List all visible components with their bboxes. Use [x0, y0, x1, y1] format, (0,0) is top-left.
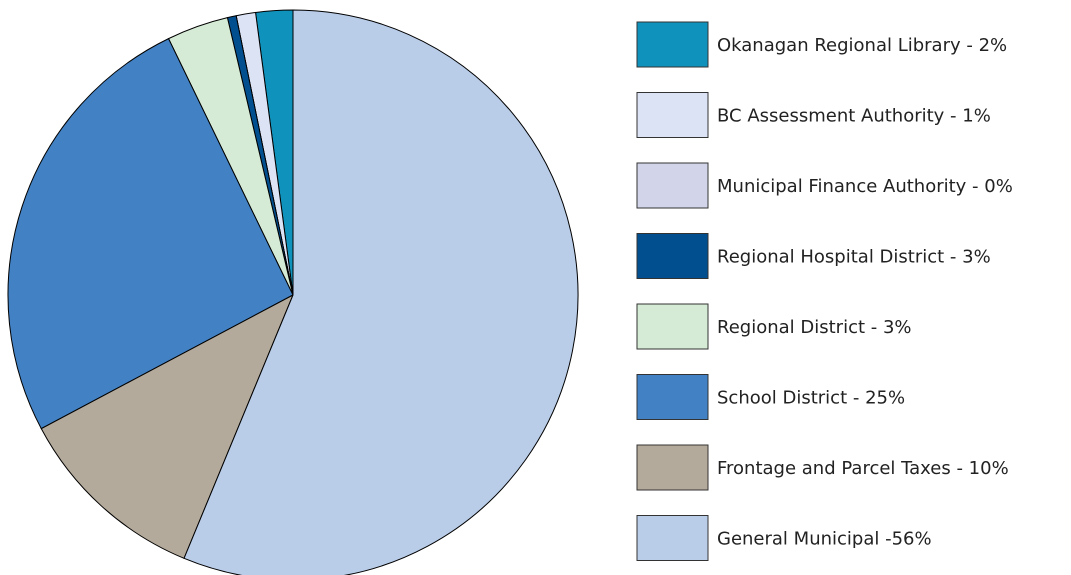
pie-slice: [183, 9, 579, 575]
legend-label: Frontage and Parcel Taxes - 10%: [717, 458, 1009, 479]
legend-label: School District - 25%: [717, 388, 905, 409]
legend-swatch: [636, 162, 709, 209]
legend-label: Regional District - 3%: [717, 317, 912, 338]
legend-swatch: [636, 233, 709, 279]
pie-slice: [40, 293, 294, 560]
legend-swatch: [636, 92, 709, 138]
legend-swatch: [636, 21, 709, 68]
legend-label: General Municipal -56%: [717, 529, 932, 550]
legend-label: Regional Hospital District - 3%: [717, 247, 991, 268]
legend-label: Municipal Finance Authority - 0%: [717, 176, 1013, 197]
legend-label: BC Assessment Authority - 1%: [717, 106, 991, 127]
legend-swatch: [636, 303, 709, 350]
pie-slice: [7, 37, 294, 430]
legend-swatch: [636, 374, 709, 420]
legend-swatch: [636, 515, 709, 561]
legend-swatch: [636, 444, 709, 491]
legend-label: Okanagan Regional Library - 2%: [717, 35, 1007, 56]
